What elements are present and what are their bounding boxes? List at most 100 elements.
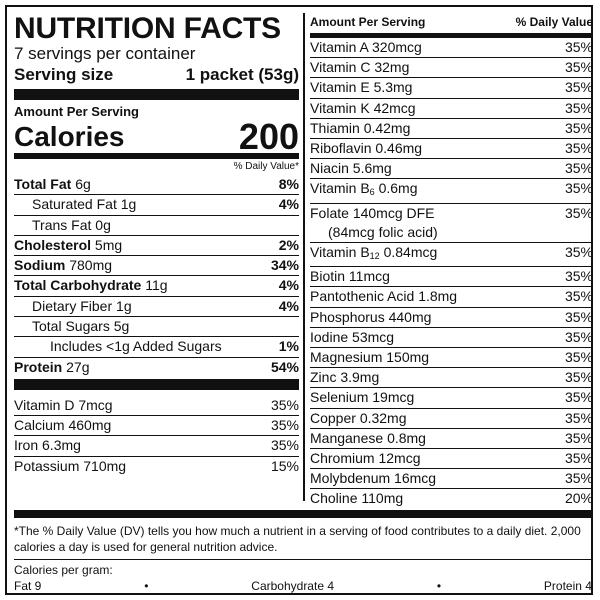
vitamin-row: Choline 110mg 20% [310, 489, 593, 508]
vitamin-extra: (84mcg folic acid) [328, 223, 438, 240]
vitamin-row: Magnesium 150mg 35% [310, 348, 593, 369]
footer-divider [14, 510, 592, 518]
nutrient-label: Total Fat 6g [14, 175, 91, 194]
nutrient-daily-value: 4% [278, 196, 299, 213]
servings-per-container: 7 servings per container [14, 44, 196, 63]
vitamin-name: Phosphorus [310, 308, 385, 325]
vitamin-amount: 460mg [68, 417, 112, 434]
vitamin-row: Iron 6.3mg 35% [14, 435, 299, 455]
vitamin-row: Niacin 5.6mg 35% [310, 159, 593, 180]
vitamin-amount: 5.3mg [373, 79, 413, 96]
nutrient-name: Dietary Fiber [32, 297, 113, 314]
vitamin-label: Pantothenic Acid 1.8mg [310, 287, 457, 306]
vitamin-daily-value: 35% [564, 59, 593, 76]
vitamin-amount: 320mcg [372, 39, 422, 55]
vitamin-row: Manganese 0.8mg 35% [310, 429, 593, 450]
nutrient-amount: 1g [120, 196, 137, 213]
vitamin-name: Biotin [310, 268, 346, 285]
vitamin-daily-value: 35% [564, 409, 593, 426]
nutrient-list: Total Fat 6g 8% Saturated Fat 1g 4% Trans Fa… [14, 175, 299, 377]
vitamin-daily-value: 35% [564, 389, 593, 406]
right-column: Amount Per Serving % Daily Value Vitamin… [310, 13, 593, 509]
vitamin-daily-value: 35% [564, 140, 593, 157]
vitamin-name: Folate [310, 204, 349, 221]
vitamin-amount: 16mcg [394, 470, 437, 487]
nutrient-name: Trans Fat [32, 216, 92, 233]
vitamin-amount: 5.6mg [352, 160, 392, 177]
calories-value: 200 [238, 116, 299, 157]
vitamin-daily-value: 35% [270, 437, 299, 454]
vitamin-label: Chromium 12mcg [310, 449, 421, 468]
vitamin-label: Folate 140mcg DFE (84mcg folic acid) [310, 204, 438, 242]
vitamin-daily-value: 35% [564, 119, 593, 136]
nutrient-row: Protein 27g 54% [14, 356, 299, 377]
vitamin-label: Vitamin D 7mcg [14, 396, 113, 415]
vitamin-row: Vitamin B12 0.84mcg 35% [310, 243, 593, 268]
nutrient-row: Total Sugars 5g [14, 316, 299, 336]
vitamin-label: Potassium 710mg [14, 457, 126, 476]
vitamin-label: Copper 0.32mg [310, 409, 407, 428]
vitamin-daily-value: 35% [564, 450, 593, 467]
vitamin-daily-value: 35% [564, 160, 593, 177]
right-header-dv: % Daily Value [515, 15, 593, 29]
column-divider [303, 13, 305, 501]
vitamin-amount: 0.84mcg [383, 244, 438, 261]
vitamin-amount: 6.3mg [42, 437, 81, 454]
nutrient-name: Saturated Fat [32, 196, 117, 213]
calories-row: Calories 200 [14, 116, 299, 157]
vitamin-name: Choline [310, 490, 358, 507]
nutrient-label: Protein 27g [14, 358, 89, 377]
calories-per-gram-row: Fat 9 • Carbohydrate 4 • Protein 4 [14, 578, 592, 594]
nutrient-amount: 11g [145, 277, 168, 294]
thick-divider-vitamins [14, 378, 299, 390]
vitamin-row: Phosphorus 440mg 35% [310, 308, 593, 328]
calories-label: Calories [14, 121, 125, 152]
vitamin-daily-value: 35% [564, 79, 593, 96]
vitamin-name: Vitamin A [310, 39, 369, 55]
vitamin-row: Vitamin C 32mg 35% [310, 58, 593, 79]
nutrient-label: Dietary Fiber 1g [14, 297, 132, 316]
carbohydrate-per-gram: Carbohydrate 4 [251, 579, 334, 593]
bullet-1: • [144, 579, 149, 593]
nutrient-row: Dietary Fiber 1g 4% [14, 295, 299, 316]
vitamin-daily-value: 35% [564, 470, 593, 487]
vitamin-row: Vitamin K 42mcg 35% [310, 99, 593, 119]
vitamin-name: Chromium [310, 450, 375, 467]
vitamin-daily-value: 35% [564, 308, 593, 325]
vitamin-label: Vitamin B6 0.6mg [310, 179, 418, 202]
footer-thin-divider [14, 559, 592, 560]
nutrient-name: Cholesterol [14, 236, 92, 253]
nutrient-name: Sodium [14, 257, 66, 274]
vitamin-row: Zinc 3.9mg 35% [310, 368, 593, 389]
serving-size-row: Serving size 1 packet (53g) [14, 64, 299, 86]
serving-size-value: 1 packet (53g) [185, 65, 299, 84]
vitamin-name: Iodine [310, 328, 349, 345]
vitamin-row: Chromium 12mcg 35% [310, 449, 593, 470]
nutrition-facts-panel: NUTRITION FACTS 7 servings per container… [5, 5, 593, 595]
vitamin-amount: 0.6mg [378, 180, 418, 197]
vitamin-name: Niacin [310, 160, 349, 177]
vitamin-label: Iron 6.3mg [14, 436, 81, 455]
right-column-header: Amount Per Serving % Daily Value [310, 13, 593, 38]
vitamin-subscript: 6 [369, 187, 375, 198]
vitamin-label: Zinc 3.9mg [310, 368, 379, 387]
vitamin-name: Riboflavin [310, 140, 372, 157]
vitamin-label: Thiamin 0.42mg [310, 119, 410, 138]
vitamin-subscript: 12 [369, 251, 380, 262]
vitamin-label: Iodine 53mcg [310, 328, 394, 347]
vitamin-label: Riboflavin 0.46mg [310, 139, 422, 158]
vitamin-daily-value: 35% [564, 268, 593, 285]
vitamin-amount: 7mcg [78, 396, 113, 413]
vitamin-amount: 110mg [361, 490, 404, 507]
vitamin-label: Vitamin K 42mcg [310, 99, 416, 118]
nutrient-name: Total Fat [14, 176, 72, 192]
vitamin-daily-value: 35% [564, 369, 593, 386]
vitamin-name: Magnesium [310, 349, 383, 366]
nutrient-amount: 6g [75, 176, 91, 192]
vitamin-row: Copper 0.32mg 35% [310, 409, 593, 429]
nutrient-amount: 5mg [94, 236, 123, 253]
vitamin-label: Niacin 5.6mg [310, 159, 392, 178]
nutrient-row: Total Fat 6g 8% [14, 175, 299, 194]
vitamin-label: Vitamin A 320mcg [310, 38, 422, 57]
vitamin-amount: 0.32mg [359, 409, 407, 426]
